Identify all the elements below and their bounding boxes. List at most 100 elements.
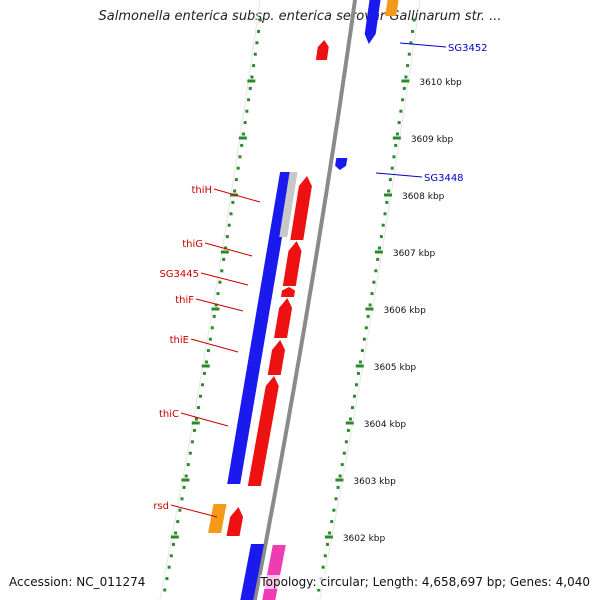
gene-label-SG3448: SG3448 xyxy=(424,173,464,184)
band-edge-left xyxy=(159,0,261,600)
minor-tick-right xyxy=(340,463,344,467)
gene-rsd xyxy=(226,507,244,536)
minor-tick-right xyxy=(406,64,410,68)
minor-tick-left xyxy=(174,531,178,535)
accession-text: Accession: NC_011274 xyxy=(9,575,146,589)
minor-tick-right xyxy=(394,143,398,147)
minor-tick-right xyxy=(336,485,340,489)
minor-tick-left xyxy=(238,155,242,159)
minor-tick-left xyxy=(184,474,188,478)
minor-tick-left xyxy=(250,75,254,79)
gene-top-red xyxy=(315,40,329,60)
minor-tick-right xyxy=(370,292,374,296)
minor-tick-right xyxy=(328,531,332,535)
minor-tick-left xyxy=(255,41,259,45)
minor-tick-left xyxy=(180,497,184,501)
minor-tick-left xyxy=(248,86,252,90)
major-tick-right xyxy=(401,79,410,83)
scale-tick-label: 3606 kbp xyxy=(383,306,426,316)
minor-tick-left xyxy=(178,508,182,512)
minor-tick-right xyxy=(342,451,346,455)
gene-thiG xyxy=(282,241,302,286)
minor-tick-right xyxy=(374,269,378,273)
minor-tick-right xyxy=(334,497,338,501)
leader-line-thiF xyxy=(195,298,244,312)
minor-tick-right xyxy=(402,86,406,90)
map-band-layer xyxy=(159,0,421,600)
minor-tick-right xyxy=(381,223,385,227)
leader-line-thiH xyxy=(213,188,261,203)
minor-tick-left xyxy=(210,326,214,330)
gene-SG3445 xyxy=(281,287,295,297)
minor-tick-left xyxy=(243,121,247,125)
minor-tick-left xyxy=(245,109,249,113)
major-tick-right xyxy=(335,478,344,482)
minor-tick-left xyxy=(176,520,180,524)
minor-tick-left xyxy=(198,394,202,398)
minor-tick-right xyxy=(404,75,408,79)
gene-bottom-blue xyxy=(240,544,264,600)
gene-thiH xyxy=(290,176,312,240)
minor-tick-left xyxy=(240,143,244,147)
scale-tick-label: 3603 kbp xyxy=(353,477,396,487)
major-tick-left xyxy=(211,307,220,311)
minor-tick-right xyxy=(383,212,387,216)
major-tick-right xyxy=(383,193,392,197)
leader-line-thiG xyxy=(204,242,253,257)
map-title: Salmonella enterica subsp. enterica sero… xyxy=(98,9,502,24)
minor-tick-left xyxy=(253,52,257,56)
scale-tick-label: 3607 kbp xyxy=(393,249,436,259)
minor-tick-right xyxy=(397,121,401,125)
label-layer: 3610 kbp 3609 kbp 3608 kbp 3607 kbp 3606 kbp… xyxy=(153,42,488,544)
minor-tick-left xyxy=(234,178,238,182)
minor-tick-right xyxy=(346,428,350,432)
gene-thiE xyxy=(267,340,285,375)
gene-thiC xyxy=(247,376,279,486)
minor-tick-right xyxy=(360,349,364,353)
major-tick-right xyxy=(355,364,364,368)
scale-tick-label: 3604 kbp xyxy=(364,420,407,430)
minor-tick-left xyxy=(229,212,233,216)
major-tick-left xyxy=(201,364,210,368)
major-tick-left xyxy=(247,79,256,83)
minor-tick-left xyxy=(188,451,192,455)
minor-tick-right xyxy=(379,235,383,239)
gene-top-orange xyxy=(385,0,399,16)
minor-tick-left xyxy=(206,349,210,353)
minor-tick-left xyxy=(236,166,240,170)
minor-tick-left xyxy=(227,223,231,227)
minor-tick-right xyxy=(399,109,403,113)
band-edge-right xyxy=(319,0,421,600)
gene-SG3452 xyxy=(364,0,381,44)
minor-tick-right xyxy=(364,326,368,330)
scale-tick-label: 3605 kbp xyxy=(374,363,417,373)
minor-tick-left xyxy=(247,98,251,102)
topology-summary: Topology: circular; Length: 4,658,697 bp… xyxy=(260,575,590,589)
gene-rsd-orange xyxy=(208,504,227,533)
gene-bottom-pink xyxy=(262,545,286,600)
gene-SG3448 xyxy=(335,158,348,170)
minor-tick-right xyxy=(392,155,396,159)
major-tick-right xyxy=(374,250,383,254)
major-tick-left xyxy=(181,478,190,482)
feature-layer xyxy=(208,0,399,600)
minor-tick-left xyxy=(182,485,186,489)
major-tick-left xyxy=(170,535,179,539)
minor-tick-left xyxy=(186,463,190,467)
minor-tick-left xyxy=(233,189,237,193)
minor-tick-left xyxy=(169,554,173,558)
gene-thiF xyxy=(274,298,293,338)
gene-block-reverse xyxy=(227,172,294,484)
minor-tick-left xyxy=(208,337,212,341)
major-tick-left xyxy=(238,136,247,140)
minor-tick-left xyxy=(212,314,216,318)
minor-tick-left xyxy=(252,64,256,68)
minor-tick-left xyxy=(190,440,194,444)
minor-tick-right xyxy=(407,52,411,56)
minor-tick-right xyxy=(354,383,358,387)
scale-tick-label: 3609 kbp xyxy=(411,135,454,145)
minor-tick-left xyxy=(171,542,175,546)
minor-tick-right xyxy=(385,200,389,204)
minor-tick-left xyxy=(165,577,169,581)
